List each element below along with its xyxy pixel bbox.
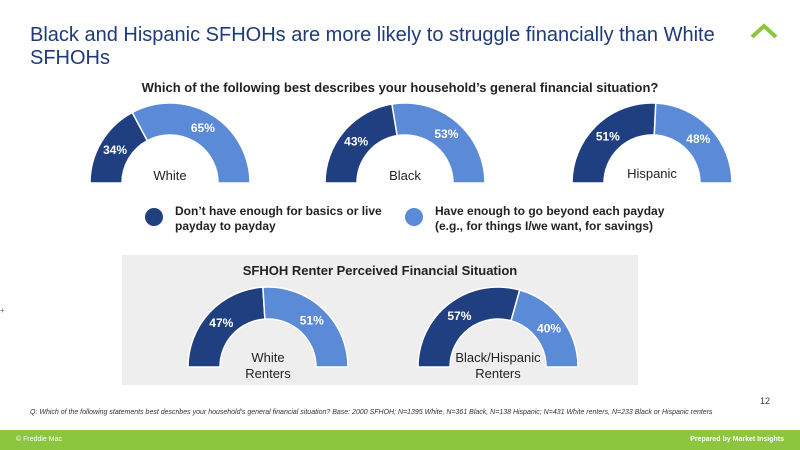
renter-section-title: SFHOH Renter Perceived Financial Situati…: [242, 263, 518, 278]
gauge-white-renters-svg: 47% 51%: [187, 286, 349, 368]
gauge-value-label: 40%: [537, 321, 561, 335]
gauge-black-label: Black: [389, 168, 421, 183]
gauge-black-svg: 43% 53%: [324, 102, 486, 184]
gauge-value-label: 51%: [300, 313, 324, 327]
gauge-black: 43% 53%: [324, 102, 486, 185]
gauge-black-hispanic-renters: 57% 40%: [417, 286, 579, 369]
slide-marker: +: [0, 306, 5, 315]
gauge-segment-beyond: [510, 289, 579, 368]
gauge-white-renters: 47% 51%: [187, 286, 349, 369]
gauge-value-label: 47%: [209, 316, 233, 330]
gauge-white-renters-label: White Renters: [245, 350, 291, 381]
gauge-value-label: 65%: [191, 121, 215, 135]
legend-label-struggle: Don’t have enough for basics or live pay…: [175, 204, 382, 233]
footer-copyright: © Freddie Mac: [16, 436, 63, 443]
page-number: 12: [760, 396, 771, 406]
legend-item-beyond: Have enough to go beyond each payday (e.…: [405, 204, 675, 234]
gauge-value-label: 34%: [103, 143, 127, 157]
survey-question: Which of the following best describes yo…: [141, 80, 659, 95]
gauge-white-svg: 34% 65%: [89, 102, 251, 184]
gauge-black-hispanic-renters-svg: 57% 40%: [417, 286, 579, 368]
gauge-value-label: 48%: [686, 132, 710, 146]
footnote: Q: Which of the following statements bes…: [30, 409, 713, 416]
legend-item-struggle: Don’t have enough for basics or live pay…: [145, 204, 395, 234]
footer-bar: [0, 430, 800, 450]
gauge-white: 34% 65%: [89, 102, 251, 185]
gauge-value-label: 53%: [434, 127, 458, 141]
footer-prepared-by: Prepared by Market Insights: [690, 436, 784, 443]
gauge-segment-beyond: [391, 102, 486, 184]
legend-dot-light: [405, 208, 423, 226]
gauge-white-label: White: [153, 168, 187, 183]
gauge-value-label: 51%: [596, 130, 620, 144]
gauge-value-label: 57%: [447, 309, 471, 323]
gauge-black-hispanic-renters-label: Black/Hispanic Renters: [455, 350, 541, 381]
roof-chevron-icon: [750, 23, 778, 39]
legend-label-beyond: Have enough to go beyond each payday (e.…: [435, 204, 665, 233]
gauge-hispanic: 51% 48%: [571, 102, 733, 185]
gauge-hispanic-svg: 51% 48%: [571, 102, 733, 184]
gauge-segment-beyond: [653, 102, 733, 184]
legend-dot-dark: [145, 208, 163, 226]
gauge-segment-beyond: [131, 102, 251, 184]
gauge-value-label: 43%: [344, 135, 368, 149]
gauge-hispanic-label: Hispanic: [627, 166, 677, 181]
gauge-segment-beyond: [262, 286, 349, 368]
slide-title: Black and Hispanic SFHOHs are more likel…: [30, 24, 715, 69]
